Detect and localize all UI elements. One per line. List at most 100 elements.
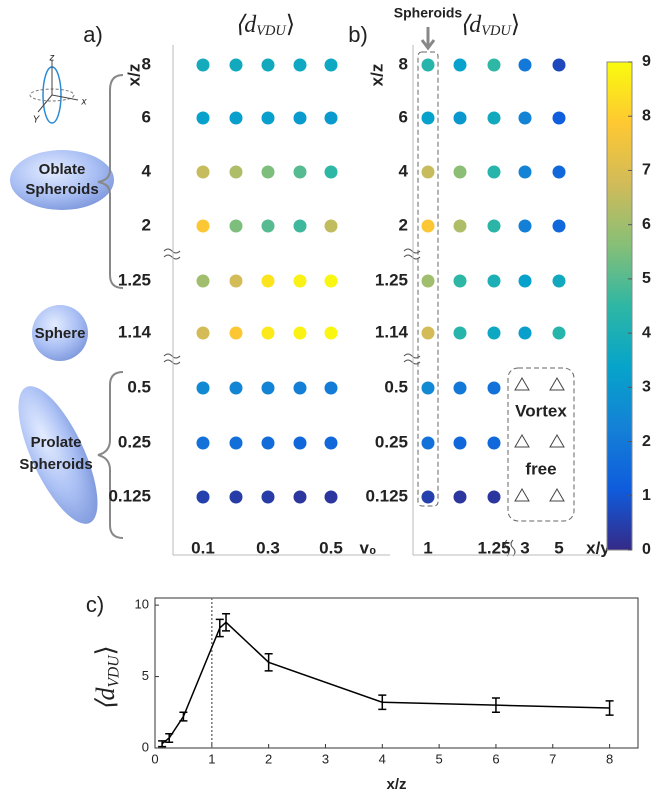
bracket <box>97 371 124 539</box>
shape-label: Spheroids <box>19 456 92 473</box>
x-tick-label: 7 <box>549 751 556 766</box>
dot <box>421 274 435 288</box>
x-tick-label: 1.25 <box>477 538 510 557</box>
dot <box>293 274 307 288</box>
dot <box>421 326 435 340</box>
y-tick-label: 0.25 <box>118 432 151 451</box>
error-bar <box>264 652 273 672</box>
error-bar <box>491 697 500 714</box>
shape-label: Prolate <box>31 434 82 451</box>
dot <box>453 58 467 72</box>
error-bar <box>215 618 224 638</box>
y-tick-label: 8 <box>399 54 408 73</box>
x-tick-label: 0.5 <box>319 538 343 557</box>
y-tick-label: 0.125 <box>365 486 408 505</box>
dot <box>487 58 501 72</box>
axis-break <box>504 539 516 557</box>
y-tick-label: 2 <box>399 215 408 234</box>
y-axis-label: x/z <box>124 64 143 87</box>
x-axis-label: x/y <box>586 538 610 557</box>
dot <box>518 58 532 72</box>
y-tick-label: 4 <box>399 161 409 180</box>
dot <box>324 111 338 125</box>
shape-label: Oblate <box>39 161 86 178</box>
y-tick-label: 6 <box>399 107 408 126</box>
dot <box>552 274 566 288</box>
bracket <box>97 74 124 289</box>
dot <box>421 111 435 125</box>
dot <box>229 58 243 72</box>
title-part: ⟨d <box>235 12 257 38</box>
colorbar <box>606 61 633 551</box>
dot <box>196 274 210 288</box>
dot <box>293 58 307 72</box>
dot <box>261 165 275 179</box>
line <box>161 621 610 745</box>
dot <box>324 219 338 233</box>
dot <box>229 381 243 395</box>
title-sub: VDU <box>481 23 512 39</box>
dot <box>229 326 243 340</box>
x-axis-label: v₀ <box>359 538 376 557</box>
dot <box>552 58 566 72</box>
colorbar-tick-label: 0 <box>642 541 651 558</box>
dot <box>487 326 501 340</box>
x-tick-label: 3 <box>520 538 529 557</box>
dot <box>293 219 307 233</box>
title-part: ⟨d <box>460 12 482 38</box>
y-tick-label: 1.14 <box>118 322 152 341</box>
dot <box>196 381 210 395</box>
x-tick-label: 5 <box>436 751 443 766</box>
title: ⟨dVDU⟩ <box>460 12 520 40</box>
arrow <box>420 27 436 51</box>
axis-icon-label: x <box>81 97 88 108</box>
y-tick-label: 1.14 <box>375 322 409 341</box>
y-tick-label: 0.5 <box>127 377 151 396</box>
dot <box>261 436 275 450</box>
dot <box>421 219 435 233</box>
dot <box>487 436 501 450</box>
y-tick-label: 2 <box>142 215 151 234</box>
dot <box>196 490 210 504</box>
colorbar-tick-label: 4 <box>642 324 651 341</box>
axis-icon-label: z <box>49 53 55 64</box>
x-tick-label: 0.1 <box>191 538 215 557</box>
dot <box>196 436 210 450</box>
highlight-box <box>417 51 439 507</box>
x-tick-label: 1 <box>208 751 215 766</box>
dot <box>196 219 210 233</box>
dot <box>324 165 338 179</box>
dot <box>229 490 243 504</box>
dot <box>324 490 338 504</box>
error-bar <box>222 612 231 632</box>
plot-frame <box>154 597 639 749</box>
x-tick-label: 0 <box>151 751 158 766</box>
colorbar-tick-label: 7 <box>642 162 651 179</box>
dot <box>453 436 467 450</box>
dot <box>229 111 243 125</box>
x-tick-label: 6 <box>492 751 499 766</box>
note-box <box>507 367 575 522</box>
x-axis-label: x/z <box>386 776 406 793</box>
dot <box>324 436 338 450</box>
triangle <box>514 377 565 502</box>
title-part: ⟩ <box>511 12 520 38</box>
colorbar-tick-label: 6 <box>642 216 651 233</box>
x-tick-label: 5 <box>554 538 563 557</box>
dot <box>261 58 275 72</box>
colorbar-tick-label: 8 <box>642 107 651 124</box>
x-tick-label: 3 <box>322 751 329 766</box>
dot <box>552 111 566 125</box>
y-tick-label: 0.5 <box>384 377 408 396</box>
dot <box>453 326 467 340</box>
dot <box>487 111 501 125</box>
dot <box>229 436 243 450</box>
dot <box>324 274 338 288</box>
dot <box>453 381 467 395</box>
y-tick-label: 10 <box>135 597 149 612</box>
dot <box>552 165 566 179</box>
colorbar-tick-label: 5 <box>642 270 651 287</box>
title: ⟨dVDU⟩ <box>91 645 122 710</box>
error-bar <box>165 732 174 744</box>
colorbar-tick-label: 9 <box>642 53 651 70</box>
